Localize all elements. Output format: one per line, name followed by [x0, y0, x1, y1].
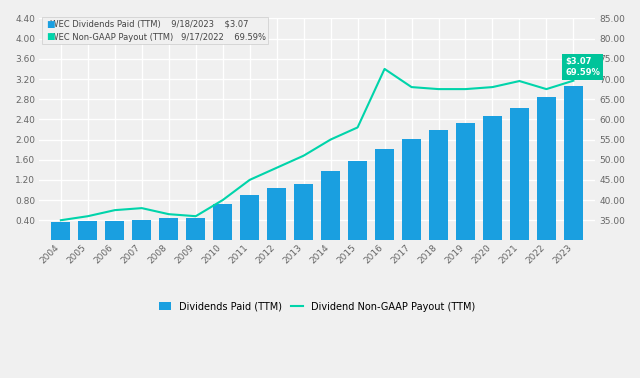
Bar — [321, 171, 340, 240]
Bar — [429, 130, 448, 240]
Bar — [268, 189, 286, 240]
Bar — [79, 221, 97, 240]
Legend: Dividends Paid (TTM), Dividend Non-GAAP Payout (TTM): Dividends Paid (TTM), Dividend Non-GAAP … — [156, 297, 479, 315]
Bar — [456, 123, 475, 240]
Bar — [564, 85, 583, 240]
Bar — [402, 138, 421, 240]
Bar — [213, 204, 232, 240]
Bar — [132, 220, 151, 240]
Text: $3.07
69.59%: $3.07 69.59% — [565, 57, 600, 77]
Bar — [510, 108, 529, 240]
Bar — [240, 195, 259, 240]
Bar — [51, 222, 70, 240]
Text: WEC Dividends Paid (TTM)    9/18/2023    $3.07
  WEC Non-GAAP Payout (TTM)   9/1: WEC Dividends Paid (TTM) 9/18/2023 $3.07… — [45, 20, 266, 42]
Bar — [375, 149, 394, 240]
Text: ■: ■ — [47, 20, 55, 29]
Bar — [294, 184, 313, 240]
Bar — [483, 116, 502, 240]
Bar — [106, 221, 124, 240]
Bar — [537, 97, 556, 240]
Bar — [186, 218, 205, 240]
Bar — [348, 161, 367, 240]
Text: ■: ■ — [47, 32, 55, 41]
Bar — [159, 218, 178, 240]
